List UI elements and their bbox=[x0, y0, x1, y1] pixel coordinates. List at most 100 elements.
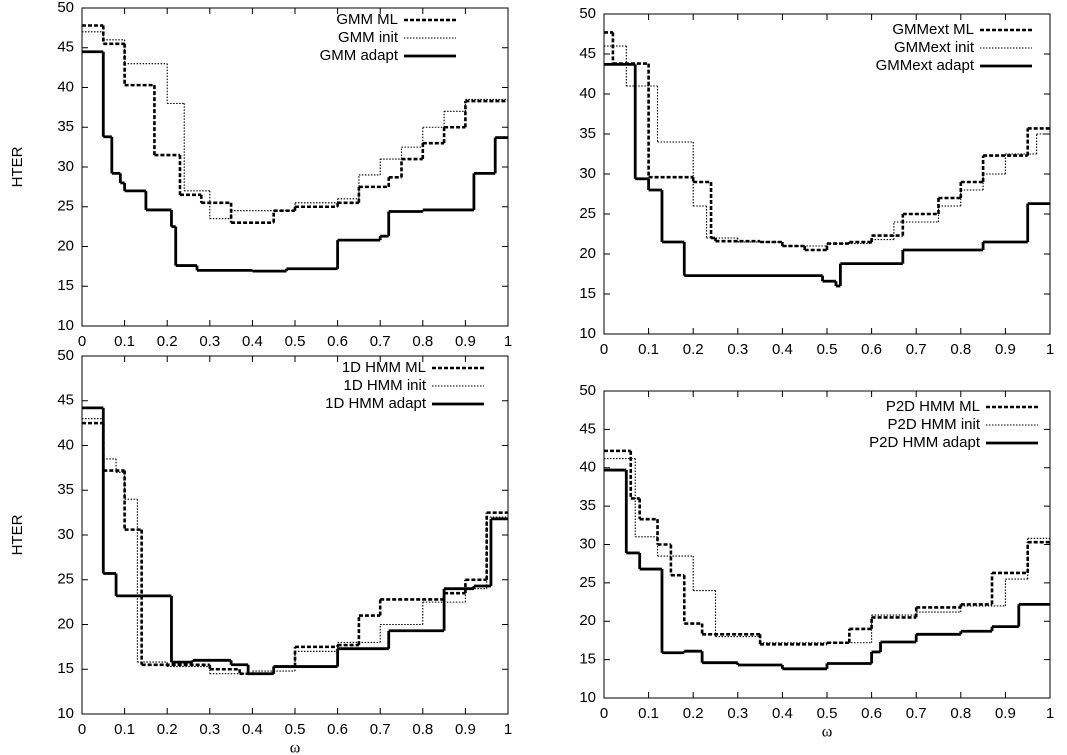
x-tick-label: 1 bbox=[504, 333, 512, 350]
x-axis-label: ω bbox=[822, 724, 833, 741]
x-tick-label: 0.8 bbox=[412, 333, 433, 350]
legend-label: GMMext adapt bbox=[876, 57, 975, 74]
x-tick-label: 0.5 bbox=[285, 721, 306, 738]
x-tick-label: 0 bbox=[600, 705, 608, 722]
x-tick-label: 0.4 bbox=[242, 721, 263, 738]
y-tick-label: 10 bbox=[579, 689, 596, 706]
x-tick-label: 0.4 bbox=[772, 705, 793, 722]
legend-label: 1D HMM ML bbox=[342, 359, 426, 376]
y-tick-label: 30 bbox=[57, 158, 74, 175]
y-tick-label: 10 bbox=[57, 317, 74, 334]
panel: 10 15 20 25 30 35 40 45 50 0 0.1 0.2 0.3 0.4 0.5 0.6 0.7… bbox=[579, 5, 1054, 358]
y-tick-label: 15 bbox=[579, 651, 596, 668]
legend-label: 1D HMM adapt bbox=[325, 395, 427, 412]
plot-frame bbox=[81, 7, 509, 327]
y-axis-label: HTER bbox=[9, 514, 26, 555]
x-tick-label: 0.2 bbox=[683, 341, 704, 358]
legend-label: GMMext init bbox=[894, 39, 975, 56]
x-tick-label: 0 bbox=[600, 341, 608, 358]
y-tick-label: 10 bbox=[579, 325, 596, 342]
legend-label: GMM adapt bbox=[320, 47, 399, 64]
x-tick-label: 0.9 bbox=[995, 341, 1016, 358]
x-tick-label: 0.7 bbox=[906, 341, 927, 358]
x-tick-label: 0.3 bbox=[727, 705, 748, 722]
x-tick-label: 0.3 bbox=[199, 721, 220, 738]
y-tick-label: 30 bbox=[57, 526, 74, 543]
y-tick-label: 35 bbox=[57, 481, 74, 498]
y-tick-label: 45 bbox=[579, 45, 596, 62]
x-tick-label: 0.5 bbox=[817, 705, 838, 722]
x-tick-label: 0.8 bbox=[412, 721, 433, 738]
x-tick-label: 0.6 bbox=[327, 721, 348, 738]
y-tick-label: 45 bbox=[579, 420, 596, 437]
y-tick-label: 40 bbox=[579, 459, 596, 476]
x-tick-label: 0.8 bbox=[950, 341, 971, 358]
y-tick-label: 15 bbox=[57, 277, 74, 294]
y-tick-label: 45 bbox=[57, 392, 74, 409]
y-tick-label: 25 bbox=[57, 198, 74, 215]
y-tick-label: 25 bbox=[579, 205, 596, 222]
x-tick-label: 0.1 bbox=[114, 721, 135, 738]
x-tick-label: 0.1 bbox=[638, 341, 659, 358]
x-tick-label: 0.2 bbox=[683, 705, 704, 722]
x-tick-label: 0.7 bbox=[370, 333, 391, 350]
y-tick-label: 35 bbox=[579, 125, 596, 142]
x-tick-label: 0.2 bbox=[157, 721, 178, 738]
y-tick-label: 25 bbox=[579, 574, 596, 591]
y-tick-label: 30 bbox=[579, 535, 596, 552]
x-tick-label: 0.1 bbox=[638, 705, 659, 722]
x-axis-label: ω bbox=[290, 740, 301, 755]
x-tick-label: 0.6 bbox=[327, 333, 348, 350]
x-tick-label: 1 bbox=[1046, 705, 1054, 722]
legend-label: GMM init bbox=[338, 29, 399, 46]
y-tick-label: 15 bbox=[579, 285, 596, 302]
x-tick-label: 0.1 bbox=[114, 333, 135, 350]
x-tick-label: 0.4 bbox=[772, 341, 793, 358]
x-tick-label: 0.9 bbox=[455, 333, 476, 350]
legend-label: P2D HMM ML bbox=[886, 398, 980, 415]
y-tick-label: 20 bbox=[57, 615, 74, 632]
x-tick-label: 0.8 bbox=[950, 705, 971, 722]
y-tick-label: 40 bbox=[579, 85, 596, 102]
x-tick-label: 0 bbox=[78, 333, 86, 350]
x-tick-label: 0.9 bbox=[455, 721, 476, 738]
y-tick-label: 40 bbox=[57, 78, 74, 95]
y-tick-label: 45 bbox=[57, 39, 74, 56]
x-tick-label: 0 bbox=[78, 721, 86, 738]
x-tick-label: 0.3 bbox=[199, 333, 220, 350]
plot-frame bbox=[603, 13, 1051, 335]
x-tick-label: 0.6 bbox=[861, 341, 882, 358]
x-tick-label: 0.6 bbox=[861, 705, 882, 722]
x-tick-label: 0.5 bbox=[285, 333, 306, 350]
legend-label: P2D HMM init bbox=[887, 416, 980, 433]
x-tick-label: 0.4 bbox=[242, 333, 263, 350]
plot-frame bbox=[81, 355, 509, 715]
x-tick-label: 0.9 bbox=[995, 705, 1016, 722]
y-tick-label: 20 bbox=[579, 245, 596, 262]
legend-label: GMM ML bbox=[336, 11, 398, 28]
plot-frame bbox=[603, 390, 1051, 699]
y-tick-label: 20 bbox=[579, 612, 596, 629]
y-tick-label: 35 bbox=[57, 118, 74, 135]
y-tick-label: 15 bbox=[57, 660, 74, 677]
y-axis-label: HTER bbox=[9, 146, 26, 187]
panel: 10 15 20 25 30 35 40 45 50 0 0.1 0.2 0.3 0.4 0.5 0.6 0.7… bbox=[9, 0, 512, 350]
y-tick-label: 30 bbox=[579, 165, 596, 182]
x-tick-label: 0.7 bbox=[906, 705, 927, 722]
x-tick-label: 0.7 bbox=[370, 721, 391, 738]
y-tick-label: 20 bbox=[57, 237, 74, 254]
x-tick-label: 1 bbox=[1046, 341, 1054, 358]
y-tick-label: 50 bbox=[57, 347, 74, 364]
y-tick-label: 35 bbox=[579, 497, 596, 514]
legend-label: 1D HMM init bbox=[343, 377, 426, 394]
x-tick-label: 0.3 bbox=[727, 341, 748, 358]
x-tick-label: 0.5 bbox=[817, 341, 838, 358]
panel: 10 15 20 25 30 35 40 45 50 0 0.1 0.2 0.3 0.4 0.5 0.6 0.7… bbox=[579, 382, 1054, 741]
y-tick-label: 10 bbox=[57, 705, 74, 722]
y-tick-label: 50 bbox=[57, 0, 74, 16]
legend-label: P2D HMM adapt bbox=[869, 434, 981, 451]
x-tick-label: 0.2 bbox=[157, 333, 178, 350]
legend-label: GMMext ML bbox=[892, 21, 974, 38]
y-tick-label: 40 bbox=[57, 436, 74, 453]
